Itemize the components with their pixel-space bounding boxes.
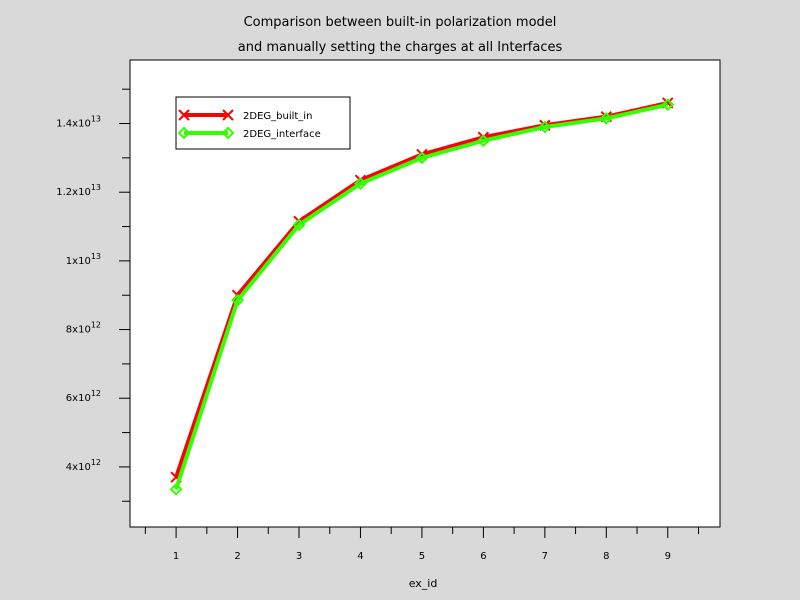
legend-box: [175, 96, 351, 150]
x-axis: 1 2 3 4 5 6 7 8 9: [144, 527, 699, 562]
legend: 2DEG_built_in 2DEG_interface: [175, 96, 351, 150]
x-tick-label: 6: [480, 551, 486, 562]
x-tick-label: 7: [542, 551, 548, 562]
x-tick-label: 4: [357, 551, 363, 562]
data-point-diamond-marker: [599, 111, 613, 125]
x-tick-label: 9: [665, 551, 671, 562]
chart-title-line-2: and manually setting the charges at all …: [238, 40, 563, 55]
x-tick-label: 5: [419, 551, 425, 562]
chart-title-line-1: Comparison between built-in polarization…: [244, 15, 557, 30]
data-point-diamond-marker: [476, 134, 490, 148]
data-point-diamond-marker: [415, 151, 429, 165]
x-axis-title: ex_id: [409, 577, 438, 590]
series-layer: [169, 97, 675, 496]
x-tick-label: 3: [296, 551, 302, 562]
x-tick-label: 1: [173, 551, 179, 562]
data-point-diamond-marker: [169, 482, 183, 496]
y-tick-label: 1.2x1013: [56, 183, 101, 198]
data-point-diamond-marker: [221, 126, 235, 140]
data-point-x-marker: [178, 109, 190, 121]
legend-label: 2DEG_built_in: [243, 111, 312, 122]
legend-label: 2DEG_interface: [243, 129, 321, 140]
series-line-2: [174, 102, 669, 490]
data-point-diamond-marker: [538, 120, 552, 134]
data-point-diamond-marker: [661, 98, 675, 112]
data-point-diamond-marker: [177, 126, 191, 140]
x-tick-label: 2: [234, 551, 240, 562]
x-tick-label: 8: [603, 551, 609, 562]
y-tick-label: 1.4x1013: [56, 115, 101, 130]
data-point-diamond-marker: [354, 177, 367, 191]
data-point-diamond-marker: [292, 218, 306, 232]
data-point-x-marker: [222, 109, 234, 121]
data-point-diamond-marker: [231, 293, 244, 307]
